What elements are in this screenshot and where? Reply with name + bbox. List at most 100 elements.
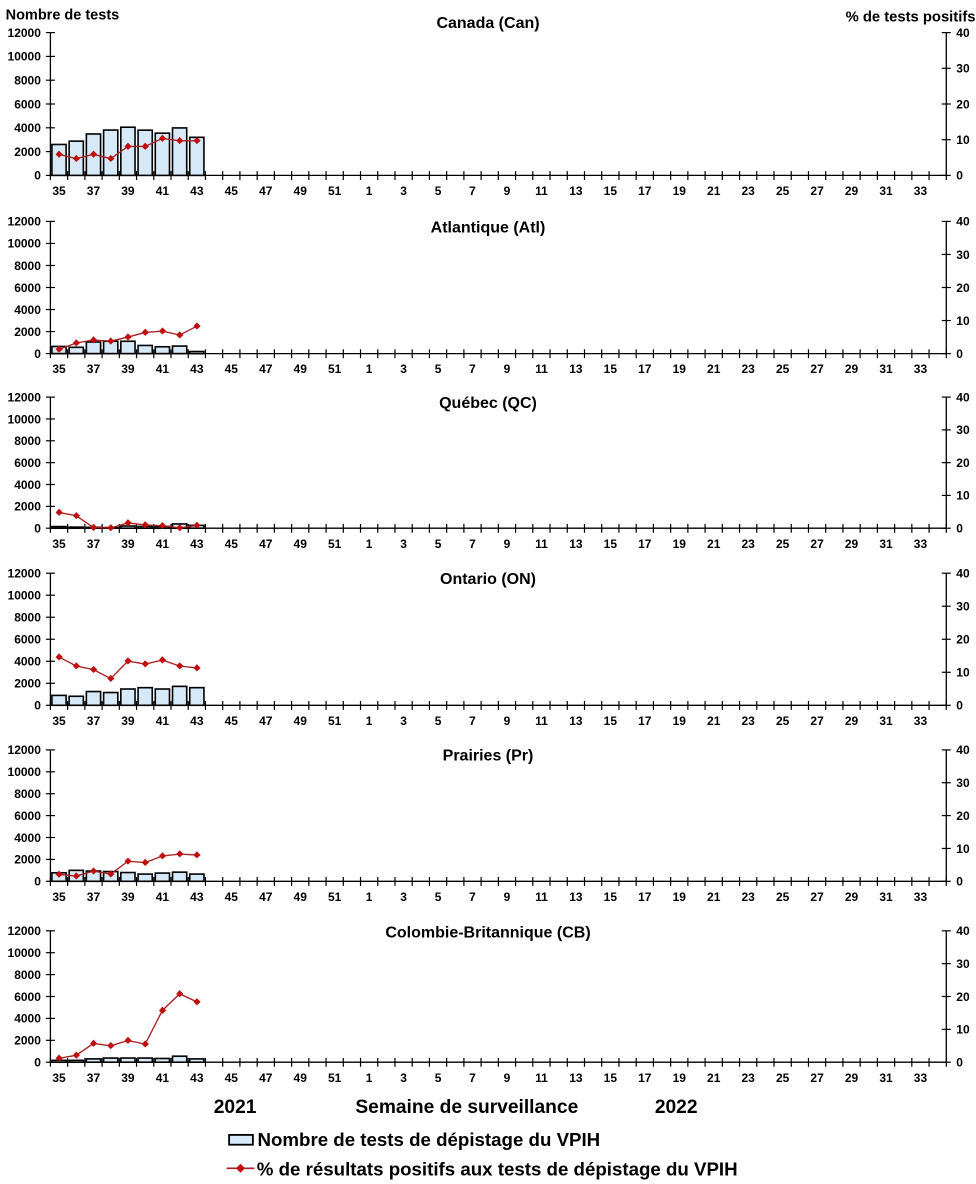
svg-text:23: 23 <box>741 714 755 728</box>
svg-text:13: 13 <box>569 714 583 728</box>
svg-text:9: 9 <box>504 184 511 198</box>
svg-text:10000: 10000 <box>8 946 42 960</box>
svg-text:Ontario (ON): Ontario (ON) <box>440 571 536 588</box>
svg-text:20: 20 <box>956 281 970 295</box>
svg-text:37: 37 <box>87 1071 101 1085</box>
svg-text:10: 10 <box>956 489 970 503</box>
svg-text:30: 30 <box>956 957 970 971</box>
svg-text:41: 41 <box>156 1071 170 1085</box>
svg-text:37: 37 <box>87 714 101 728</box>
svg-text:31: 31 <box>879 714 893 728</box>
svg-text:4000: 4000 <box>14 478 41 492</box>
svg-text:13: 13 <box>569 890 583 904</box>
svg-text:0: 0 <box>956 169 963 183</box>
svg-text:49: 49 <box>294 184 308 198</box>
svg-text:Prairies (Pr): Prairies (Pr) <box>443 747 534 764</box>
svg-text:20: 20 <box>956 990 970 1004</box>
svg-text:25: 25 <box>776 890 790 904</box>
svg-text:0: 0 <box>956 699 963 713</box>
svg-text:0: 0 <box>34 169 41 183</box>
svg-text:10: 10 <box>956 133 970 147</box>
svg-text:2000: 2000 <box>14 677 41 691</box>
svg-text:11: 11 <box>535 184 548 198</box>
svg-text:10000: 10000 <box>8 412 42 426</box>
svg-text:35: 35 <box>52 714 66 728</box>
svg-text:45: 45 <box>225 537 239 551</box>
svg-text:25: 25 <box>776 714 790 728</box>
svg-text:33: 33 <box>914 1071 928 1085</box>
svg-text:15: 15 <box>604 1071 618 1085</box>
svg-text:47: 47 <box>259 890 273 904</box>
svg-text:11: 11 <box>535 362 548 376</box>
svg-text:4000: 4000 <box>14 831 41 845</box>
svg-text:29: 29 <box>845 537 859 551</box>
svg-text:% de résultats positifs aux te: % de résultats positifs aux tests de dép… <box>257 1158 738 1179</box>
svg-text:35: 35 <box>52 184 66 198</box>
svg-text:31: 31 <box>879 890 893 904</box>
svg-text:31: 31 <box>879 184 893 198</box>
svg-text:5: 5 <box>435 362 442 376</box>
svg-text:9: 9 <box>504 714 511 728</box>
svg-text:6000: 6000 <box>14 633 41 647</box>
svg-text:19: 19 <box>673 537 687 551</box>
svg-text:43: 43 <box>190 537 204 551</box>
svg-text:13: 13 <box>569 537 583 551</box>
svg-text:10000: 10000 <box>8 237 42 251</box>
svg-text:31: 31 <box>879 537 893 551</box>
svg-text:51: 51 <box>328 1071 342 1085</box>
svg-text:0: 0 <box>34 699 41 713</box>
svg-text:19: 19 <box>673 362 687 376</box>
svg-text:41: 41 <box>156 714 170 728</box>
svg-text:6000: 6000 <box>14 456 41 470</box>
svg-text:15: 15 <box>604 890 618 904</box>
svg-text:3: 3 <box>400 714 407 728</box>
svg-text:10000: 10000 <box>8 765 42 779</box>
svg-text:Québec (QC): Québec (QC) <box>439 395 537 412</box>
svg-text:12000: 12000 <box>8 215 42 229</box>
svg-text:1: 1 <box>366 1071 373 1085</box>
svg-text:Canada (Can): Canada (Can) <box>436 15 539 32</box>
svg-text:7: 7 <box>469 362 476 376</box>
svg-text:29: 29 <box>845 362 859 376</box>
svg-text:7: 7 <box>469 184 476 198</box>
svg-text:15: 15 <box>604 537 618 551</box>
svg-text:27: 27 <box>810 537 824 551</box>
svg-text:39: 39 <box>121 714 135 728</box>
svg-text:9: 9 <box>504 362 511 376</box>
svg-text:25: 25 <box>776 537 790 551</box>
svg-text:7: 7 <box>469 537 476 551</box>
svg-text:37: 37 <box>87 890 101 904</box>
svg-text:20: 20 <box>956 97 970 111</box>
svg-text:5: 5 <box>435 890 442 904</box>
svg-text:7: 7 <box>469 714 476 728</box>
svg-text:Nombre de tests: Nombre de tests <box>6 8 120 24</box>
svg-text:10: 10 <box>956 314 970 328</box>
svg-text:1: 1 <box>366 890 373 904</box>
svg-text:10: 10 <box>956 1023 970 1037</box>
svg-text:2000: 2000 <box>14 145 41 159</box>
svg-text:47: 47 <box>259 537 273 551</box>
svg-text:39: 39 <box>121 362 135 376</box>
svg-text:15: 15 <box>604 184 618 198</box>
svg-text:10: 10 <box>956 666 970 680</box>
svg-text:5: 5 <box>435 1071 442 1085</box>
svg-text:2000: 2000 <box>14 500 41 514</box>
svg-text:8000: 8000 <box>14 259 41 273</box>
svg-text:21: 21 <box>707 890 721 904</box>
svg-text:23: 23 <box>741 890 755 904</box>
svg-text:Colombie-Britannique (CB): Colombie-Britannique (CB) <box>385 925 590 942</box>
svg-text:9: 9 <box>504 890 511 904</box>
svg-text:30: 30 <box>956 248 970 262</box>
svg-text:47: 47 <box>259 184 273 198</box>
svg-text:17: 17 <box>638 537 652 551</box>
svg-text:12000: 12000 <box>8 924 42 938</box>
svg-text:11: 11 <box>535 890 548 904</box>
svg-text:0: 0 <box>956 347 963 361</box>
svg-text:27: 27 <box>810 184 824 198</box>
svg-text:% de tests positifs: % de tests positifs <box>846 10 976 26</box>
svg-text:20: 20 <box>956 456 970 470</box>
svg-text:35: 35 <box>52 362 66 376</box>
svg-text:27: 27 <box>810 1071 824 1085</box>
svg-text:30: 30 <box>956 62 970 76</box>
svg-text:33: 33 <box>914 184 928 198</box>
